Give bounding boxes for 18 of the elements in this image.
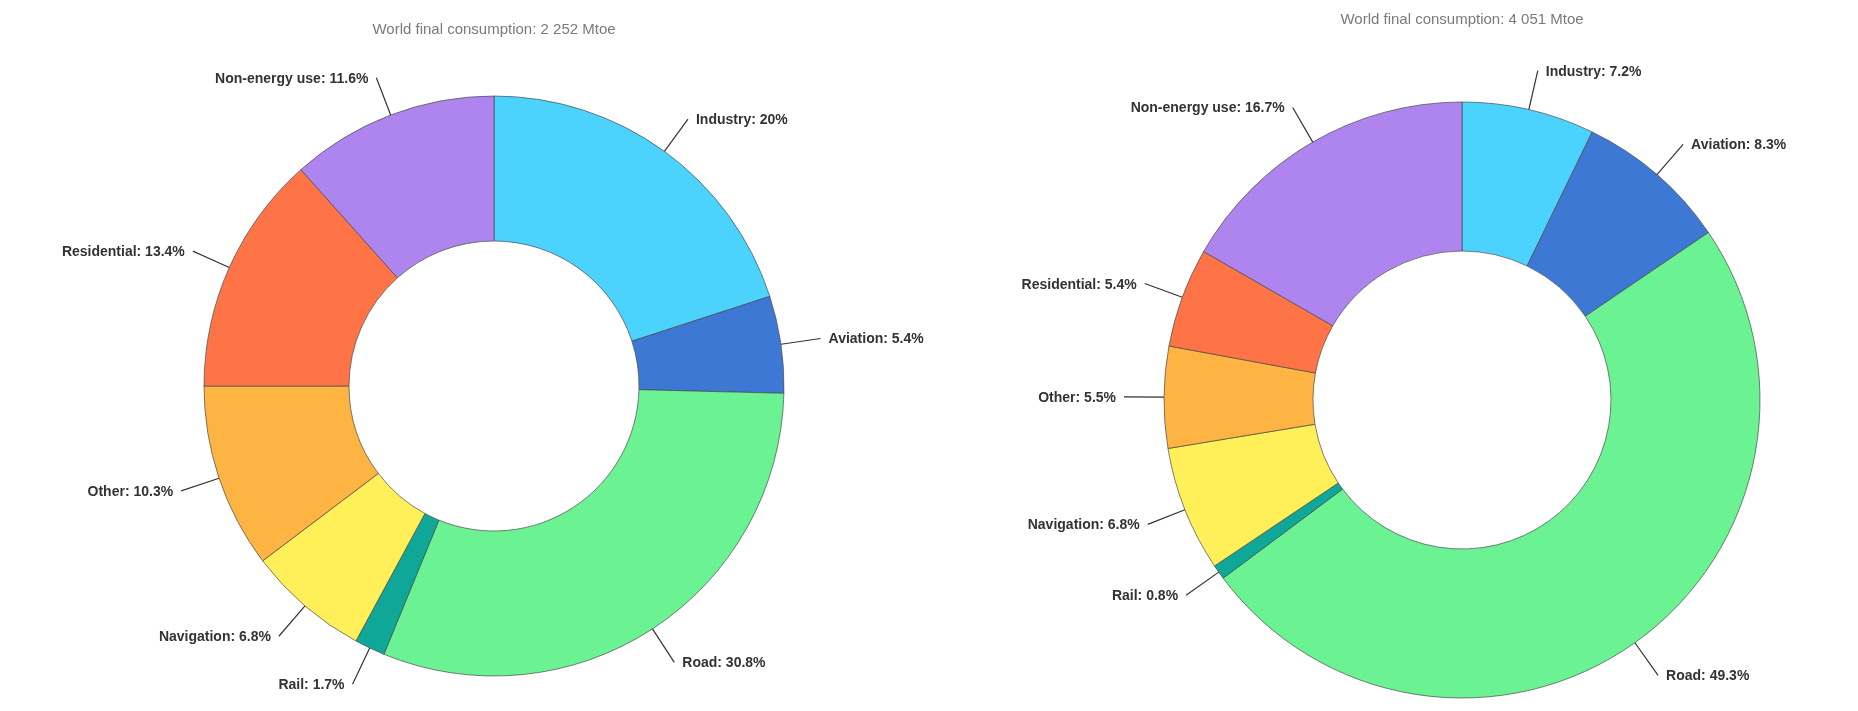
slice-label: Residential: 13.4% bbox=[61, 243, 186, 260]
slice-label: Industry: 7.2% bbox=[1545, 62, 1643, 79]
slice-label: Navigation: 6.8% bbox=[1027, 516, 1141, 533]
chart-title: World final consumption: 4 051 Mtoe bbox=[1340, 9, 1584, 27]
slice-label: Residential: 5.4% bbox=[1021, 275, 1138, 292]
slice-label: Industry: 20% bbox=[695, 111, 789, 128]
slice-label: Rail: 0.8% bbox=[1111, 587, 1179, 604]
slice-label: Aviation: 5.4% bbox=[828, 330, 925, 347]
slice-label: Other: 10.3% bbox=[87, 482, 174, 499]
slice-label: Non-energy use: 16.7% bbox=[1130, 99, 1286, 116]
slice-label: Aviation: 8.3% bbox=[1691, 136, 1787, 153]
slice-label: Non-energy use: 11.6% bbox=[215, 69, 369, 86]
slice-label: Road: 49.3% bbox=[1666, 667, 1750, 684]
slice-label: Rail: 1.7% bbox=[278, 676, 346, 693]
slice-label: Navigation: 6.8% bbox=[158, 628, 272, 645]
slice-label: Other: 5.5% bbox=[1038, 388, 1117, 405]
slice-label: Road: 30.8% bbox=[682, 654, 767, 671]
chart-title: World final consumption: 2 252 Mtoe bbox=[372, 19, 616, 37]
